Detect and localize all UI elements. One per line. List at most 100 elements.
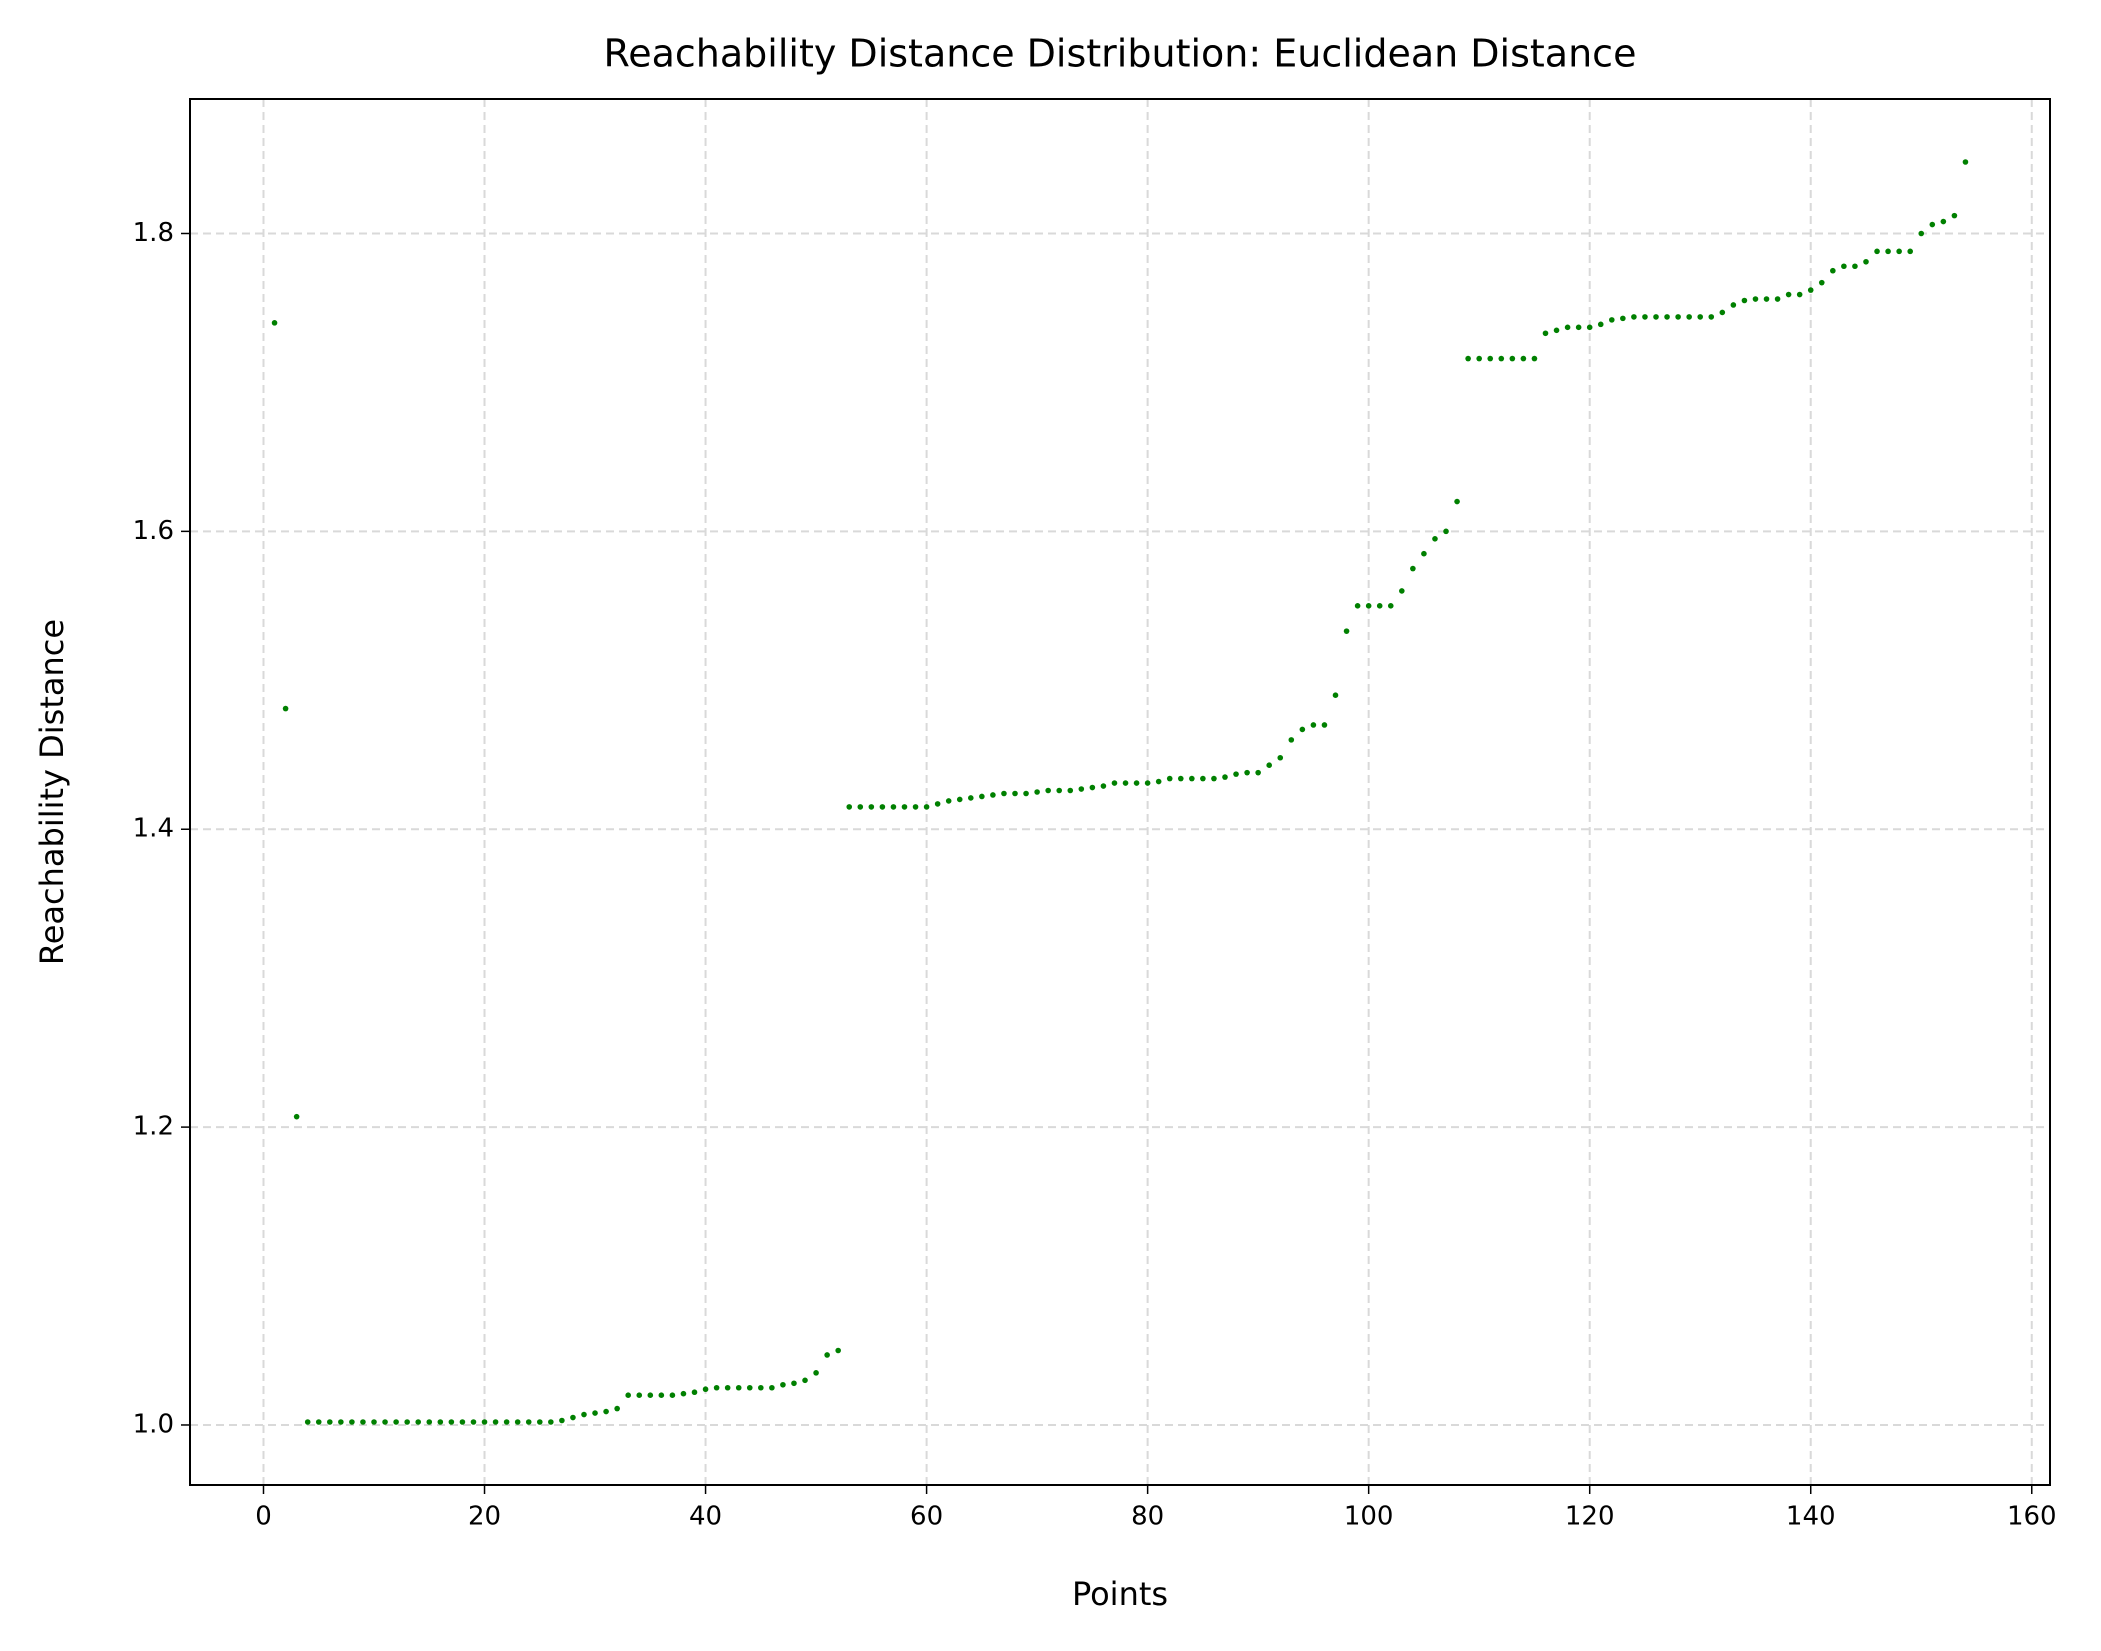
point — [1410, 565, 1416, 572]
point — [481, 1419, 488, 1425]
point — [1708, 314, 1715, 320]
point — [1067, 787, 1074, 794]
point — [934, 801, 941, 807]
point — [791, 1380, 797, 1387]
point — [1432, 536, 1438, 542]
point — [1609, 317, 1615, 323]
point — [459, 1419, 466, 1425]
point — [371, 1419, 377, 1425]
point — [1365, 603, 1372, 609]
point — [1918, 230, 1925, 237]
point — [1177, 775, 1184, 782]
point — [293, 1113, 300, 1120]
point — [1387, 603, 1394, 609]
point — [979, 793, 985, 800]
point — [1796, 291, 1803, 298]
x-tick-label: 140 — [1786, 1502, 1836, 1532]
point — [492, 1419, 499, 1425]
point — [647, 1392, 654, 1398]
point — [1189, 775, 1195, 782]
y-tick-label: 1.8 — [133, 218, 174, 248]
point — [271, 320, 278, 326]
point — [802, 1377, 808, 1384]
point — [1940, 218, 1947, 225]
point — [658, 1392, 665, 1398]
point — [1929, 221, 1936, 228]
point — [1642, 314, 1648, 320]
point — [968, 795, 974, 801]
y-tick-label: 1.6 — [133, 516, 174, 546]
point — [1818, 279, 1825, 286]
point — [1907, 248, 1913, 255]
point — [503, 1419, 510, 1425]
point — [990, 792, 996, 798]
point — [327, 1419, 333, 1425]
point — [636, 1392, 643, 1398]
point — [1885, 248, 1891, 255]
point — [525, 1419, 532, 1425]
x-tick-label: 40 — [689, 1502, 722, 1532]
point — [1421, 550, 1427, 557]
point — [945, 798, 952, 804]
point — [603, 1408, 609, 1415]
point — [1222, 774, 1228, 780]
point — [1332, 692, 1339, 698]
y-tick-label: 1.4 — [133, 814, 174, 844]
point — [1299, 726, 1306, 733]
point — [1520, 355, 1527, 362]
point — [1056, 787, 1063, 794]
point — [1122, 780, 1129, 786]
point — [536, 1419, 543, 1425]
point — [1166, 775, 1173, 782]
point — [1498, 355, 1505, 362]
x-tick-label: 120 — [1565, 1502, 1615, 1532]
point — [691, 1389, 698, 1396]
plot-frame — [189, 98, 2051, 1486]
point — [282, 705, 289, 712]
point — [614, 1405, 620, 1412]
point — [1807, 287, 1814, 293]
x-tick-label: 20 — [468, 1502, 501, 1532]
point — [1830, 267, 1836, 274]
point — [448, 1419, 455, 1425]
y-tick-label: 1.0 — [133, 1409, 174, 1439]
point — [1288, 737, 1295, 743]
x-axis-label: Points — [1072, 1575, 1168, 1613]
y-tick-label: 1.2 — [133, 1112, 174, 1142]
point — [702, 1386, 709, 1393]
point — [890, 804, 897, 810]
point — [923, 804, 930, 810]
point — [956, 796, 963, 803]
point — [724, 1384, 731, 1391]
point — [1597, 321, 1604, 328]
point — [1586, 324, 1593, 331]
point — [1785, 291, 1792, 298]
point — [1564, 324, 1571, 331]
point — [758, 1384, 764, 1391]
point — [1686, 314, 1692, 320]
point — [1852, 263, 1858, 270]
x-tick-label: 80 — [1131, 1502, 1164, 1532]
x-tick-label: 0 — [255, 1502, 272, 1532]
point — [835, 1347, 841, 1354]
point — [349, 1419, 355, 1425]
x-tick-label: 100 — [1344, 1502, 1394, 1532]
point — [1211, 775, 1217, 782]
point — [1376, 603, 1383, 609]
point — [1697, 314, 1704, 320]
point — [1089, 784, 1096, 791]
point — [570, 1414, 576, 1421]
point — [1675, 314, 1681, 320]
point — [1001, 790, 1007, 797]
point — [1542, 330, 1549, 337]
point — [1730, 302, 1737, 308]
point — [382, 1419, 388, 1425]
point — [1841, 263, 1847, 270]
point — [1575, 324, 1582, 331]
point — [780, 1381, 786, 1388]
point — [680, 1390, 687, 1397]
point — [415, 1419, 422, 1425]
point — [338, 1419, 344, 1425]
point — [1443, 528, 1449, 535]
point — [1774, 296, 1781, 302]
